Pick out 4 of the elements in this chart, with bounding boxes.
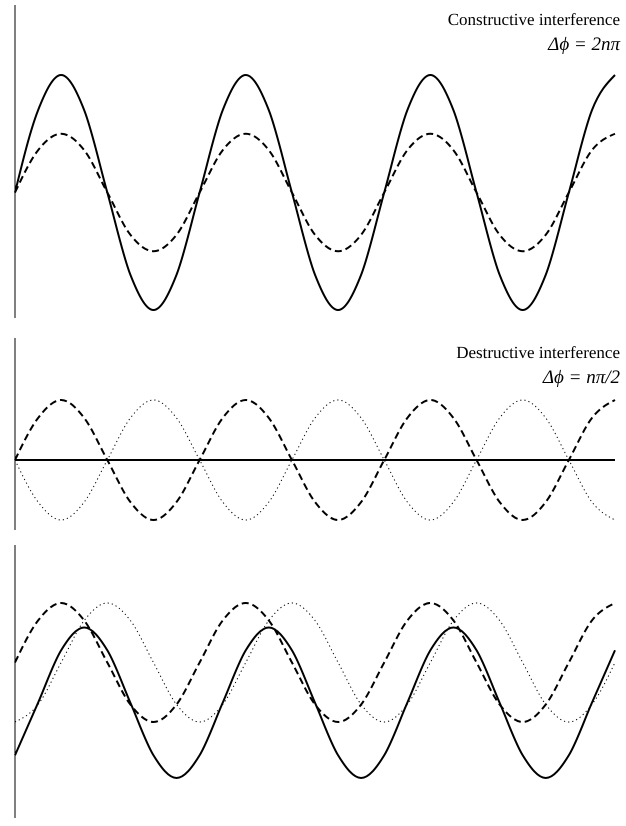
text: Destructive interference	[456, 343, 620, 362]
text: Δϕ = nπ/2	[542, 367, 620, 388]
text: Constructive interference	[448, 10, 620, 29]
text: Δϕ = 2nπ	[547, 34, 620, 55]
